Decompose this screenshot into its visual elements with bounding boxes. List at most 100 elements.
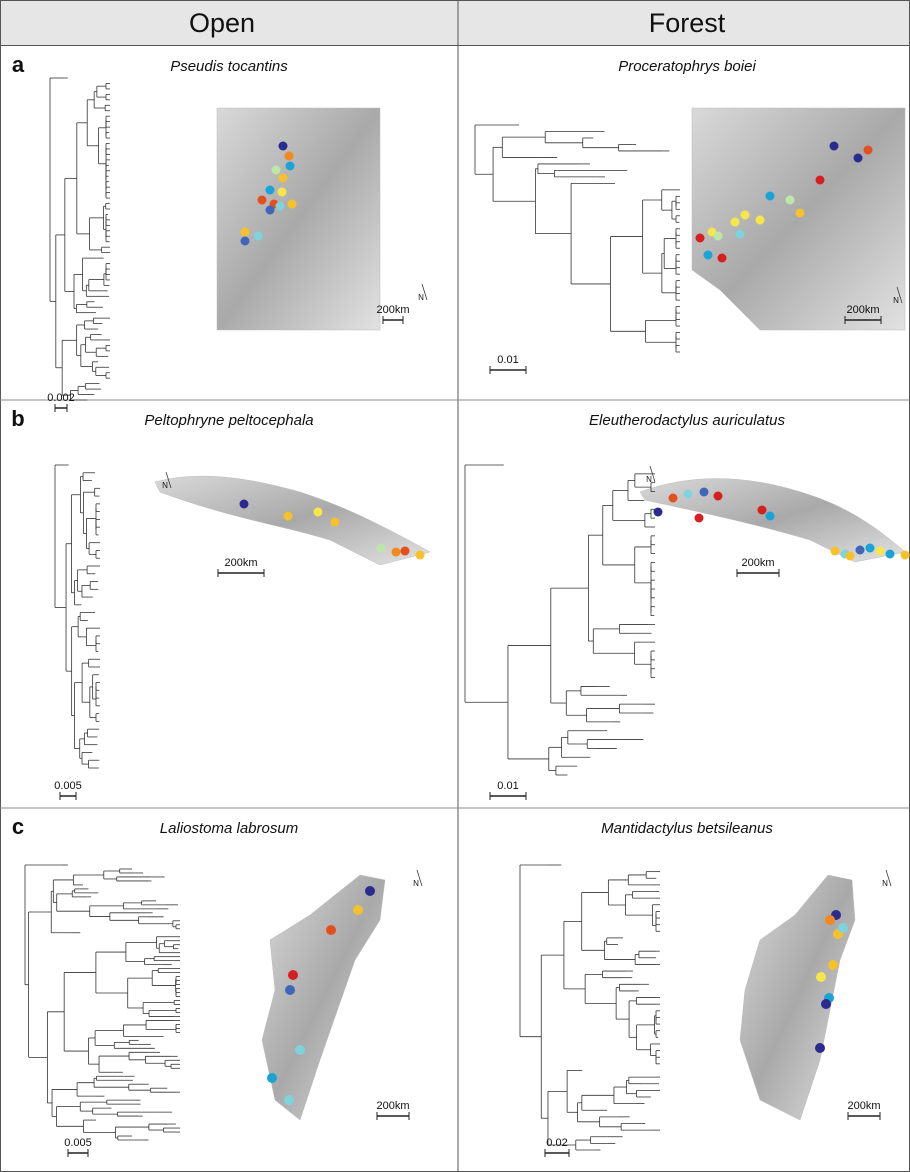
locality-dot <box>731 218 740 227</box>
locality-dot <box>696 234 705 243</box>
locality-dot <box>241 237 250 246</box>
map-relief <box>155 476 430 565</box>
locality-dot <box>279 142 288 151</box>
locality-dot <box>669 494 678 503</box>
north-label: N <box>418 293 424 302</box>
locality-dot <box>684 490 693 499</box>
locality-dot <box>284 1095 294 1105</box>
locality-dot <box>766 512 775 521</box>
locality-dot <box>816 176 825 185</box>
scale-label: 200km <box>224 557 257 569</box>
locality-dot <box>326 925 336 935</box>
locality-dot <box>866 544 875 553</box>
locality-dot <box>272 166 281 175</box>
locality-dot <box>838 923 848 933</box>
map-relief <box>692 108 905 330</box>
locality-dot <box>288 970 298 980</box>
locality-dot <box>254 232 263 241</box>
locality-dot <box>901 551 910 560</box>
locality-dot <box>828 960 838 970</box>
species-title: Pseudis tocantins <box>170 58 288 75</box>
locality-dot <box>284 512 293 521</box>
locality-dot <box>240 500 249 509</box>
scale-label: 200km <box>376 304 409 316</box>
locality-dot <box>756 216 765 225</box>
column-header: Forest <box>649 8 726 38</box>
locality-dot <box>285 152 294 161</box>
locality-dot <box>241 228 250 237</box>
locality-dot <box>854 154 863 163</box>
locality-dot <box>821 999 831 1009</box>
species-title: Laliostoma labrosum <box>160 820 298 837</box>
panel-letter: b <box>11 406 24 431</box>
locality-dot <box>695 514 704 523</box>
figure: Open Forest a Pseudis tocantins 0.002 200km… <box>0 0 910 1172</box>
locality-dot <box>288 200 297 209</box>
species-title: Proceratophrys boiei <box>618 58 756 75</box>
locality-dot <box>831 547 840 556</box>
locality-dot <box>758 506 767 515</box>
locality-dot <box>830 142 839 151</box>
locality-dot <box>278 188 287 197</box>
column-header: Open <box>189 8 255 38</box>
locality-dot <box>766 192 775 201</box>
locality-dot <box>314 508 323 517</box>
locality-dot <box>815 1043 825 1053</box>
north-label: N <box>162 481 168 490</box>
locality-dot <box>279 174 288 183</box>
species-title: Mantidactylus betsileanus <box>601 820 773 837</box>
locality-dot <box>786 196 795 205</box>
locality-dot <box>825 915 835 925</box>
locality-dot <box>704 251 713 260</box>
scale-label: 0.02 <box>546 1137 567 1149</box>
map-relief <box>217 108 380 330</box>
scale-label: 0.01 <box>497 780 518 792</box>
locality-dot <box>714 232 723 241</box>
north-label: N <box>882 879 888 888</box>
scale-label: 0.005 <box>64 1137 92 1149</box>
north-label: N <box>413 879 419 888</box>
locality-dot <box>267 1073 277 1083</box>
locality-dot <box>718 254 727 263</box>
locality-dot <box>266 206 275 215</box>
locality-dot <box>286 162 295 171</box>
locality-dot <box>654 508 663 517</box>
map-relief <box>640 479 905 562</box>
locality-dot <box>401 547 410 556</box>
panel-letter: a <box>12 52 25 77</box>
locality-dot <box>392 548 401 557</box>
scale-label: 0.01 <box>497 354 518 366</box>
header-bar <box>1 1 910 46</box>
species-title: Peltophryne peltocephala <box>144 412 313 429</box>
scale-label: 200km <box>846 304 879 316</box>
north-label: N <box>646 475 652 484</box>
scale-label: 200km <box>847 1100 880 1112</box>
scale-label: 200km <box>741 557 774 569</box>
locality-dot <box>876 547 885 556</box>
locality-dot <box>796 209 805 218</box>
species-title: Eleutherodactylus auriculatus <box>589 412 785 429</box>
locality-dot <box>365 886 375 896</box>
locality-dot <box>886 550 895 559</box>
panel-letter: c <box>12 814 24 839</box>
locality-dot <box>276 202 285 211</box>
north-label: N <box>893 296 899 305</box>
locality-dot <box>864 146 873 155</box>
scale-label: 0.002 <box>47 392 75 404</box>
locality-dot <box>416 551 425 560</box>
locality-dot <box>258 196 267 205</box>
locality-dot <box>700 488 709 497</box>
locality-dot <box>714 492 723 501</box>
locality-dot <box>331 518 340 527</box>
locality-dot <box>377 544 386 553</box>
scale-label: 0.005 <box>54 780 82 792</box>
locality-dot <box>353 905 363 915</box>
locality-dot <box>856 546 865 555</box>
scale-label: 200km <box>376 1100 409 1112</box>
locality-dot <box>846 552 855 561</box>
locality-dot <box>741 211 750 220</box>
locality-dot <box>816 972 826 982</box>
locality-dot <box>285 985 295 995</box>
locality-dot <box>295 1045 305 1055</box>
locality-dot <box>266 186 275 195</box>
